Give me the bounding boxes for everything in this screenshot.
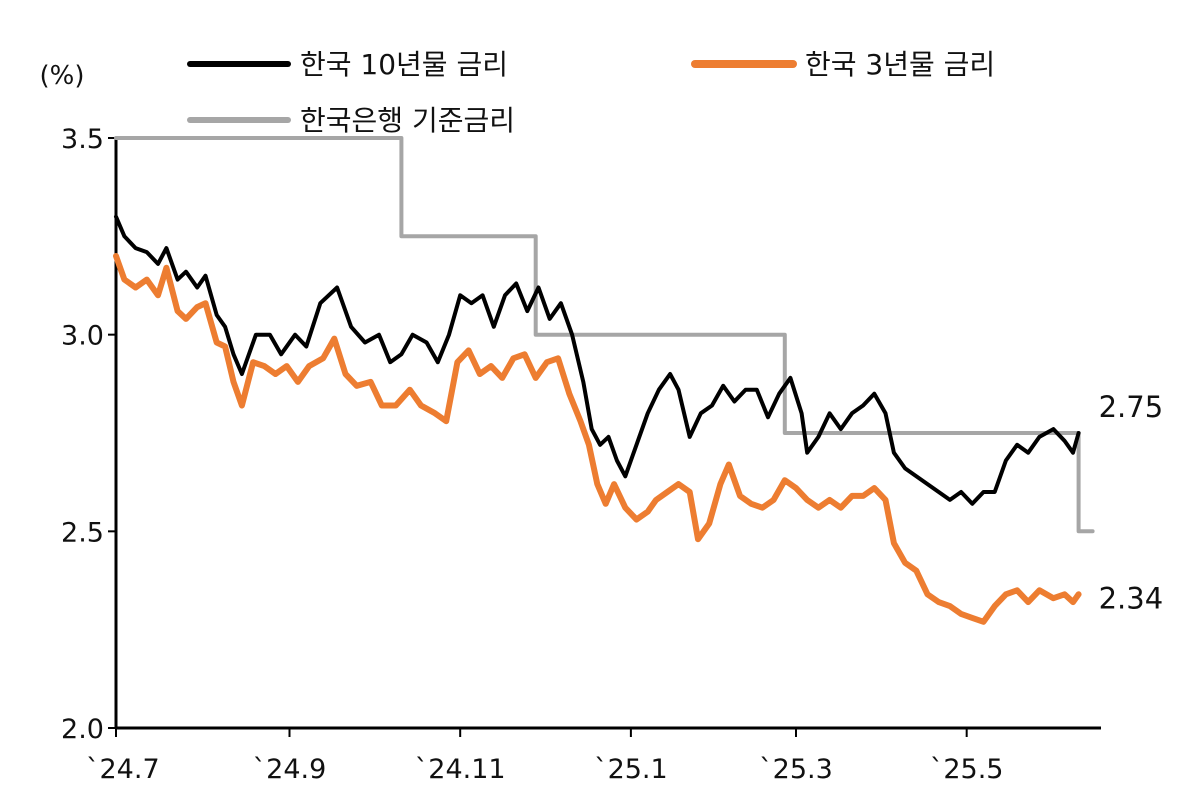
y-tick-label: 2.5: [61, 517, 104, 548]
x-tick-label: `25.1: [594, 754, 668, 785]
series-line-2: [114, 136, 1095, 534]
series-end-label-1: 2.34: [1099, 581, 1164, 615]
series-lines: [113, 136, 1095, 625]
y-unit-label: (%): [40, 61, 85, 91]
x-tick-label: `24.11: [415, 754, 506, 785]
y-tick-label: 3.0: [61, 321, 104, 352]
axes: 3.5 3.0 2.5 2.0 `24.7 `24.9 `24.11 `25.1 `25.3 `2…: [61, 124, 1101, 785]
legend-label-2: 한국은행 기준금리: [300, 104, 515, 137]
series-end-label-0: 2.75: [1099, 390, 1164, 424]
series-line-1: [113, 253, 1082, 625]
x-tick-label: `24.7: [86, 754, 160, 785]
legend-label-0: 한국 10년물 금리: [300, 48, 508, 81]
series-line-0: [114, 214, 1081, 506]
x-tick-label: `25.5: [930, 754, 1004, 785]
y-tick-label: 3.5: [61, 124, 104, 155]
x-tick-label: `24.9: [253, 754, 327, 785]
legend-label-1: 한국 3년물 금리: [805, 48, 995, 81]
end-labels: 2.75 2.34: [1099, 390, 1164, 615]
y-tick-label: 2.0: [61, 714, 104, 745]
x-tick-label: `25.3: [759, 754, 833, 785]
